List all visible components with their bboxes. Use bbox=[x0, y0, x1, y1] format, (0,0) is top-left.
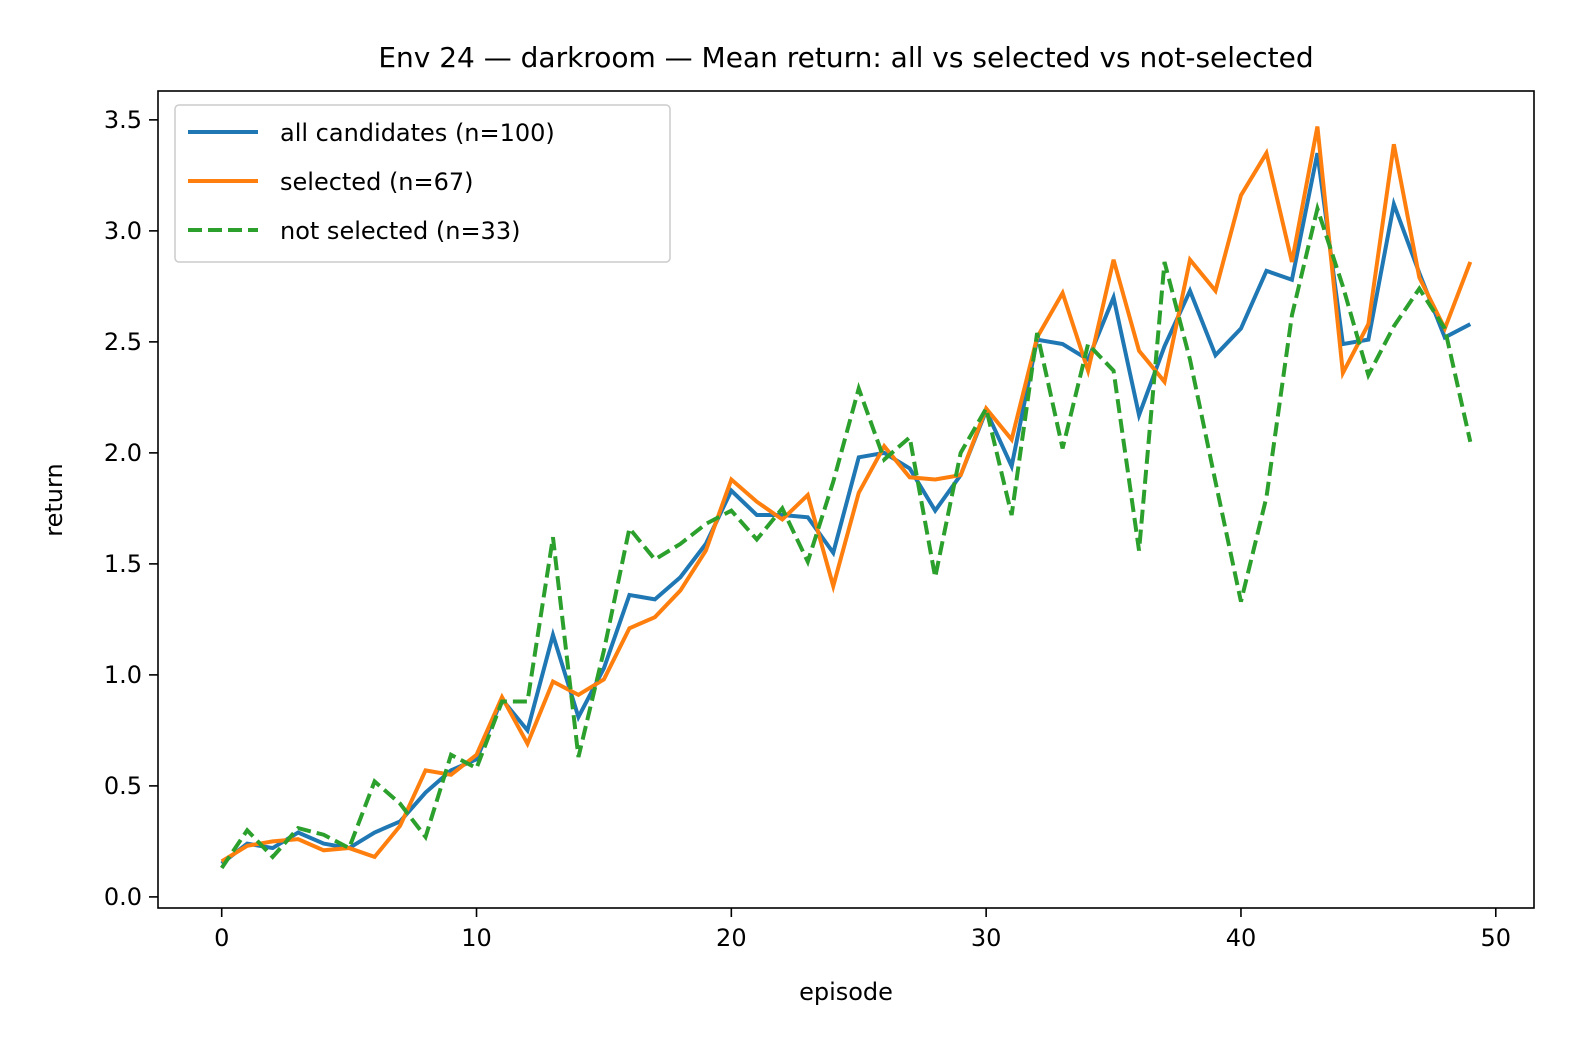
legend-label-1: selected (n=67) bbox=[280, 168, 474, 196]
y-axis: 0.0 0.5 1.0 1.5 2.0 2.5 3.0 3.5 bbox=[104, 106, 158, 911]
chart-title: Env 24 — darkroom — Mean return: all vs … bbox=[378, 41, 1313, 74]
x-tick-label: 40 bbox=[1226, 924, 1257, 952]
y-tick-label: 1.0 bbox=[104, 661, 142, 689]
x-tick-label: 50 bbox=[1481, 924, 1512, 952]
y-axis-label: return bbox=[40, 463, 68, 536]
legend-label-0: all candidates (n=100) bbox=[280, 119, 555, 147]
x-axis-label: episode bbox=[799, 978, 893, 1006]
axes-frame bbox=[157, 90, 1535, 909]
x-tick-label: 10 bbox=[461, 924, 492, 952]
series-line-0 bbox=[220, 152, 1472, 866]
legend: all candidates (n=100) selected (n=67) not… bbox=[174, 104, 671, 263]
x-axis: 0 10 20 30 40 50 bbox=[214, 908, 1511, 952]
x-tick-label: 30 bbox=[971, 924, 1002, 952]
x-tick-label: 20 bbox=[716, 924, 747, 952]
y-tick-label: 1.5 bbox=[104, 550, 142, 578]
series-layer bbox=[220, 126, 1473, 870]
y-tick-label: 2.0 bbox=[104, 439, 142, 467]
y-tick-label: 3.5 bbox=[104, 106, 142, 134]
y-tick-label: 0.5 bbox=[104, 772, 142, 800]
y-tick-label: 3.0 bbox=[104, 217, 142, 245]
y-tick-label: 0.0 bbox=[104, 883, 142, 911]
x-tick-label: 0 bbox=[214, 924, 229, 952]
legend-label-2: not selected (n=33) bbox=[280, 217, 520, 245]
legend-frame bbox=[174, 104, 671, 263]
series-line-1 bbox=[220, 126, 1473, 864]
series-line-2 bbox=[220, 201, 1473, 870]
y-tick-label: 2.5 bbox=[104, 328, 142, 356]
